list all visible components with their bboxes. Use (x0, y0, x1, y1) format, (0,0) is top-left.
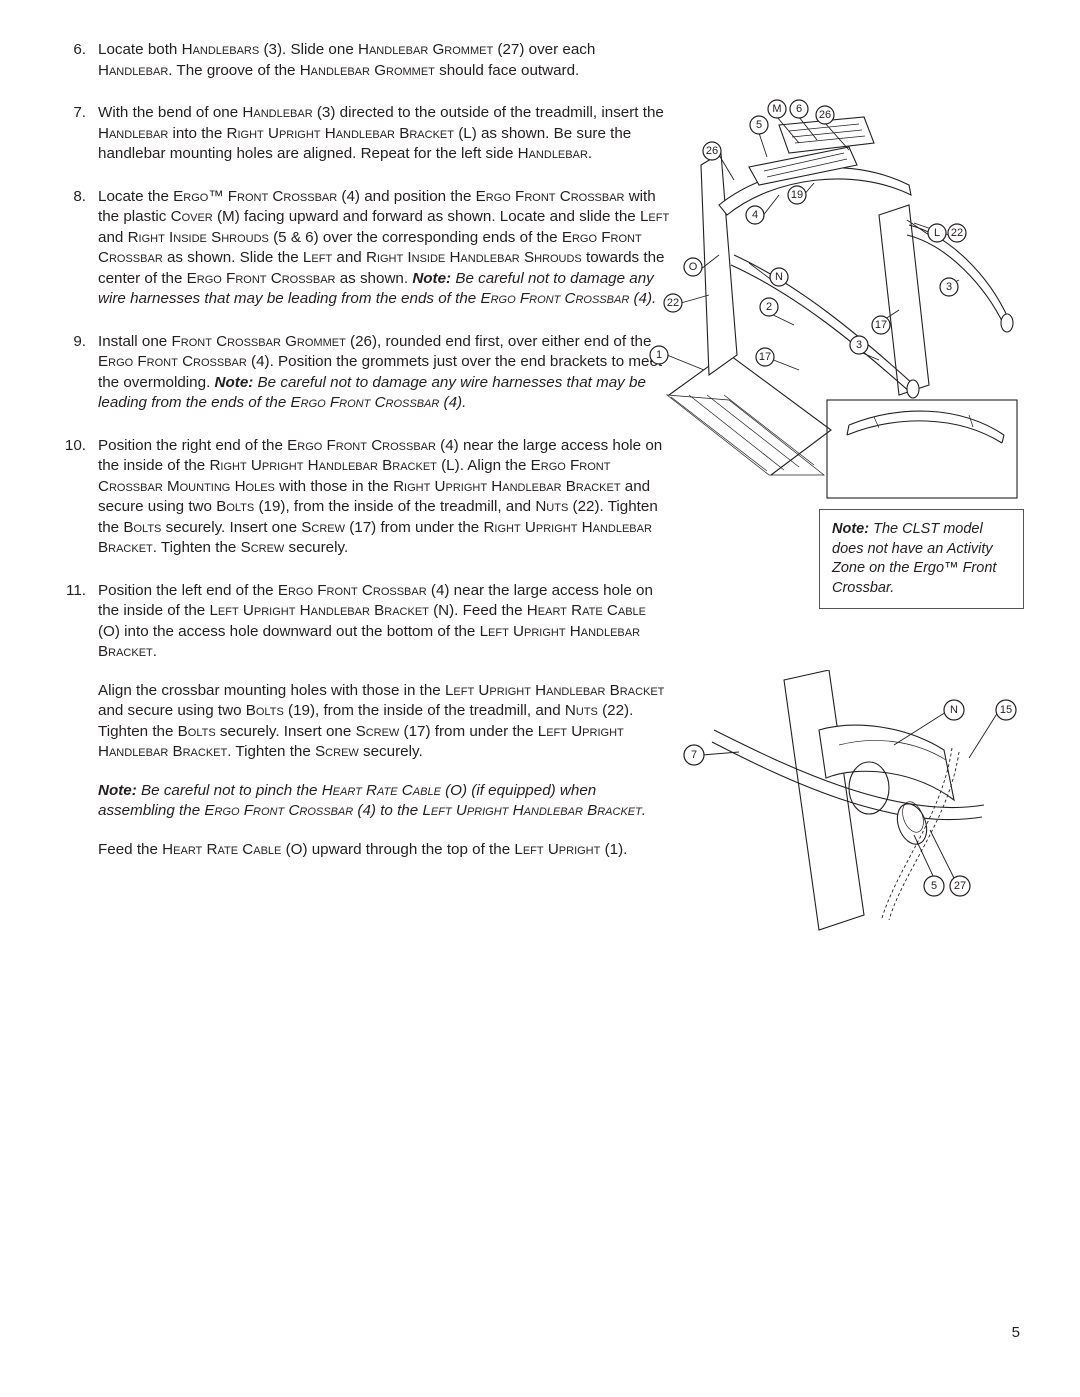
step-number: 8. (60, 187, 98, 310)
note-box: Note: The CLST model does not have an Ac… (819, 509, 1024, 609)
step-item: 8.Locate the Ergo™ Front Crossbar (4) an… (60, 187, 670, 310)
figure-bottom: 7 N 15 5 27 (654, 670, 1024, 940)
figure-top-container: M626526194L22ON3222173117 Note: The CLST… (649, 95, 1024, 609)
svg-text:3: 3 (946, 281, 952, 293)
svg-text:22: 22 (951, 227, 963, 239)
step-paragraph: Locate the Ergo™ Front Crossbar (4) and … (98, 187, 670, 310)
step-body: With the bend of one Handlebar (3) direc… (98, 103, 670, 165)
svg-text:5: 5 (756, 119, 762, 131)
svg-text:N: N (950, 704, 958, 716)
svg-text:O: O (689, 261, 698, 273)
instruction-text: 6.Locate both Handlebars (3). Slide one … (60, 40, 670, 883)
step-paragraph: Position the right end of the Ergo Front… (98, 436, 670, 559)
svg-text:17: 17 (759, 351, 771, 363)
svg-text:5: 5 (931, 880, 937, 892)
svg-text:N: N (775, 271, 783, 283)
svg-text:27: 27 (954, 880, 966, 892)
step-paragraph: Note: Be careful not to pinch the Heart … (98, 781, 670, 822)
svg-text:15: 15 (1000, 704, 1012, 716)
step-number: 11. (60, 581, 98, 861)
svg-text:4: 4 (752, 209, 758, 221)
step-paragraph: Install one Front Crossbar Grommet (26),… (98, 332, 670, 414)
step-number: 10. (60, 436, 98, 559)
step-body: Install one Front Crossbar Grommet (26),… (98, 332, 670, 414)
svg-text:1: 1 (656, 349, 662, 361)
svg-text:6: 6 (796, 103, 802, 115)
steps-list: 6.Locate both Handlebars (3). Slide one … (60, 40, 670, 861)
svg-text:L: L (934, 227, 940, 239)
step-item: 11.Position the left end of the Ergo Fro… (60, 581, 670, 861)
step-item: 6.Locate both Handlebars (3). Slide one … (60, 40, 670, 81)
step-item: 7.With the bend of one Handlebar (3) dir… (60, 103, 670, 165)
step-paragraph: Locate both Handlebars (3). Slide one Ha… (98, 40, 670, 81)
step-paragraph: With the bend of one Handlebar (3) direc… (98, 103, 670, 165)
svg-text:26: 26 (819, 109, 831, 121)
svg-text:26: 26 (706, 145, 718, 157)
note-lead: Note: (832, 521, 869, 537)
step-number: 6. (60, 40, 98, 81)
figure-top: M626526194L22ON3222173117 (649, 95, 1024, 505)
svg-text:19: 19 (791, 189, 803, 201)
svg-text:17: 17 (875, 319, 887, 331)
step-body: Position the left end of the Ergo Front … (98, 581, 670, 861)
step-body: Locate both Handlebars (3). Slide one Ha… (98, 40, 670, 81)
step-paragraph: Feed the Heart Rate Cable (O) upward thr… (98, 840, 670, 861)
step-paragraph: Position the left end of the Ergo Front … (98, 581, 670, 663)
svg-text:M: M (772, 103, 781, 115)
svg-text:2: 2 (766, 301, 772, 313)
step-number: 7. (60, 103, 98, 165)
step-body: Position the right end of the Ergo Front… (98, 436, 670, 559)
step-item: 10.Position the right end of the Ergo Fr… (60, 436, 670, 559)
page-number: 5 (1012, 1324, 1020, 1341)
svg-text:7: 7 (691, 749, 697, 761)
step-body: Locate the Ergo™ Front Crossbar (4) and … (98, 187, 670, 310)
step-number: 9. (60, 332, 98, 414)
step-item: 9.Install one Front Crossbar Grommet (26… (60, 332, 670, 414)
svg-text:22: 22 (667, 297, 679, 309)
svg-text:3: 3 (856, 339, 862, 351)
step-paragraph: Align the crossbar mounting holes with t… (98, 681, 670, 763)
